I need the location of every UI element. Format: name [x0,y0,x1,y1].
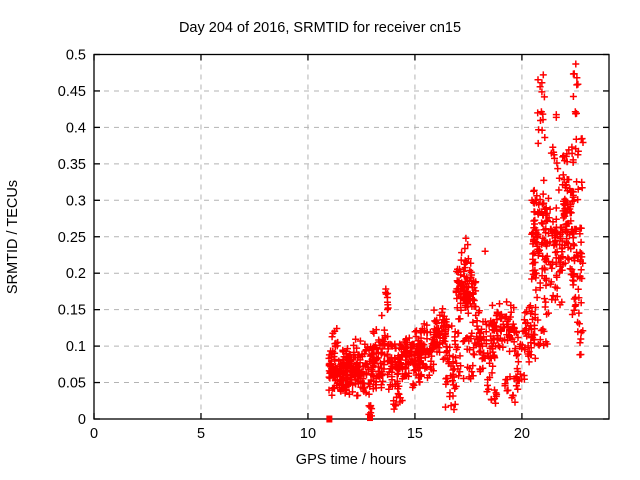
x-axis-label: GPS time / hours [296,452,406,468]
y-tick-label: 0.5 [66,48,86,64]
y-tick-label: 0 [78,412,86,428]
y-tick-label: 0.35 [58,157,86,173]
x-tick-label: 15 [407,426,423,442]
chart-title: Day 204 of 2016, SRMTID for receiver cn1… [179,20,461,36]
axis-ticks [93,53,609,420]
y-tick-label: 0.05 [58,376,86,392]
scatter-square-marker [367,414,374,422]
y-tick-label: 0.2 [66,266,86,282]
grid-lines [94,54,609,419]
scatter-square-marker [326,415,333,423]
y-tick-label: 0.1 [66,339,86,355]
y-tick-label: 0.45 [58,84,86,100]
y-tick-label: 0.15 [58,303,86,319]
y-tick-label: 0.4 [66,120,86,136]
y-tick-label: 0.3 [66,193,86,209]
y-tick-label: 0.25 [58,230,86,246]
tick-labels: 0 5 10 15 20 0 0.05 0.1 0.15 0.2 0.25 0.3 0.35 0.4 0.4… [58,48,530,443]
data-points [325,60,587,423]
scatter-plus-markers [325,60,587,420]
y-axis-label: SRMTID / TECUs [5,180,21,294]
x-tick-label: 20 [514,426,530,442]
x-tick-label: 10 [300,426,316,442]
x-tick-label: 0 [90,426,98,442]
x-tick-label: 5 [197,426,205,442]
